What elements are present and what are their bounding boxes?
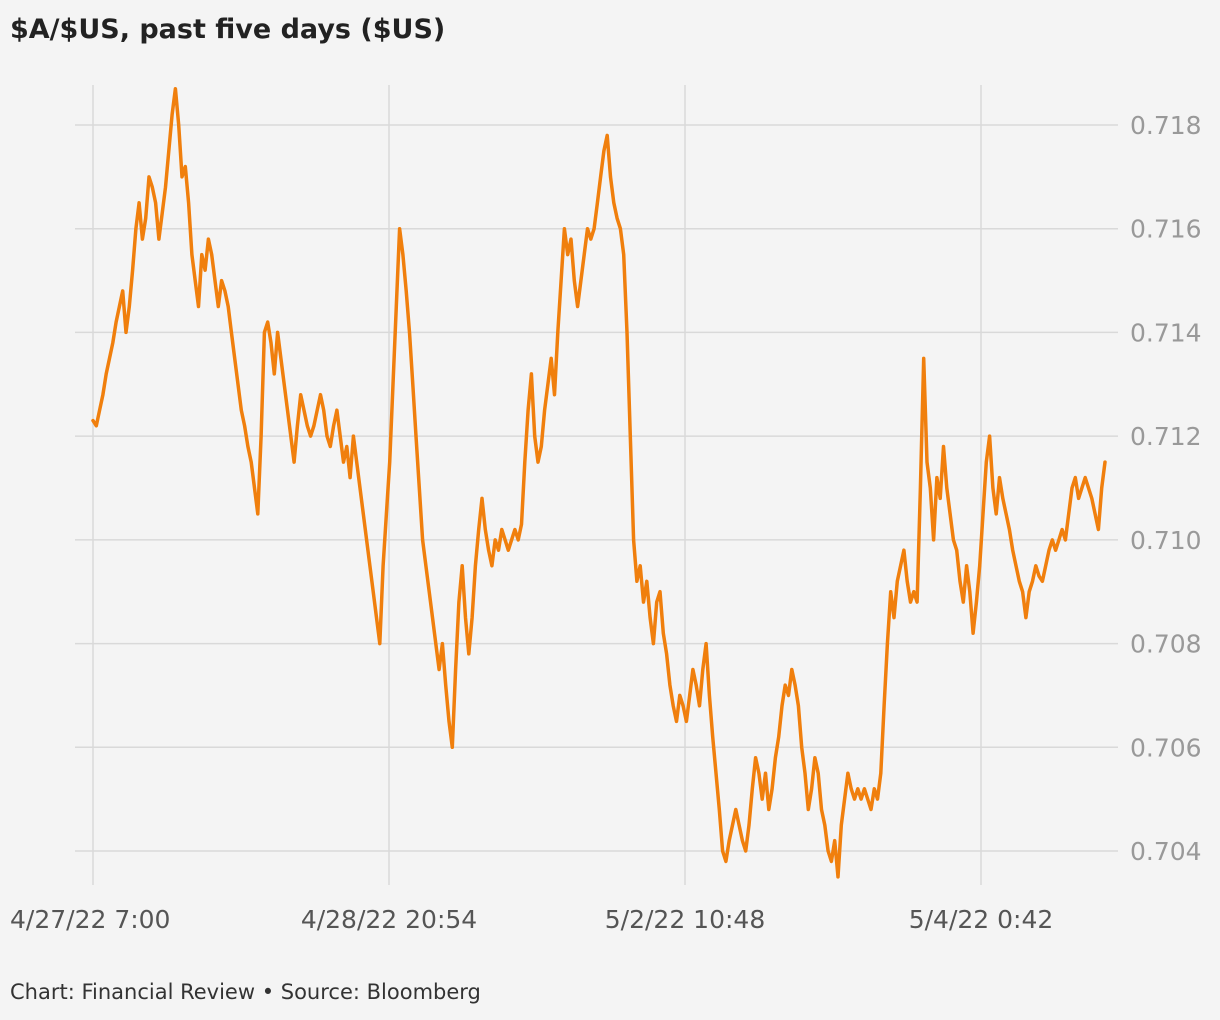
y-tick-label: 0.710 xyxy=(1130,526,1202,555)
chart-footer: Chart: Financial Review • Source: Bloomb… xyxy=(10,980,481,1004)
y-tick-label: 0.706 xyxy=(1130,733,1202,762)
x-tick-label: 4/28/22 20:54 xyxy=(301,905,477,934)
x-tick-label: 5/4/22 0:42 xyxy=(909,905,1054,934)
y-tick-label: 0.714 xyxy=(1130,318,1202,347)
x-tick-label: 5/2/22 10:48 xyxy=(605,905,765,934)
y-tick-label: 0.718 xyxy=(1130,111,1202,140)
y-tick-label: 0.704 xyxy=(1130,837,1202,866)
y-tick-label: 0.712 xyxy=(1130,422,1202,451)
chart-title: $A/$US, past five days ($US) xyxy=(10,14,446,45)
y-tick-label: 0.708 xyxy=(1130,630,1202,659)
series-line xyxy=(91,86,1107,879)
y-tick-label: 0.716 xyxy=(1130,215,1202,244)
x-tick-label: 4/27/22 7:00 xyxy=(10,905,170,934)
